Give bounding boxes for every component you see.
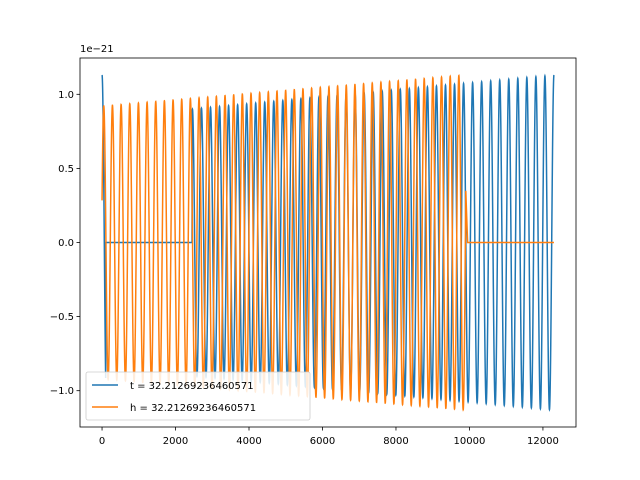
y-tick-label: 1.0	[58, 90, 74, 101]
y-tick-label: −1.0	[50, 386, 74, 397]
x-tick-label: 2000	[163, 436, 188, 447]
series-layer	[101, 73, 555, 412]
y-axis: −1.0 −0.5 0.0 0.5 1.0	[50, 90, 80, 397]
legend-box	[85, 371, 311, 421]
legend: t = 32.21269236460571 h = 32.21269236460…	[85, 371, 311, 421]
y-tick-label: 0.0	[58, 238, 74, 249]
x-tick-label: 10000	[454, 436, 486, 447]
x-tick-label: 8000	[383, 436, 408, 447]
x-tick-label: 4000	[236, 436, 261, 447]
legend-label-h: h = 32.21269236460571	[130, 403, 256, 414]
y-offset-label: 1e−21	[80, 44, 114, 55]
series-line-h	[101, 74, 554, 412]
x-tick-label: 0	[99, 436, 105, 447]
y-tick-label: −0.5	[50, 312, 74, 323]
y-tick-label: 0.5	[58, 164, 74, 175]
x-tick-label: 12000	[527, 436, 559, 447]
x-axis: 0 2000 4000 6000 8000 10000 12000	[99, 427, 559, 447]
x-tick-label: 6000	[310, 436, 335, 447]
legend-label-t: t = 32.21269236460571	[130, 381, 254, 392]
